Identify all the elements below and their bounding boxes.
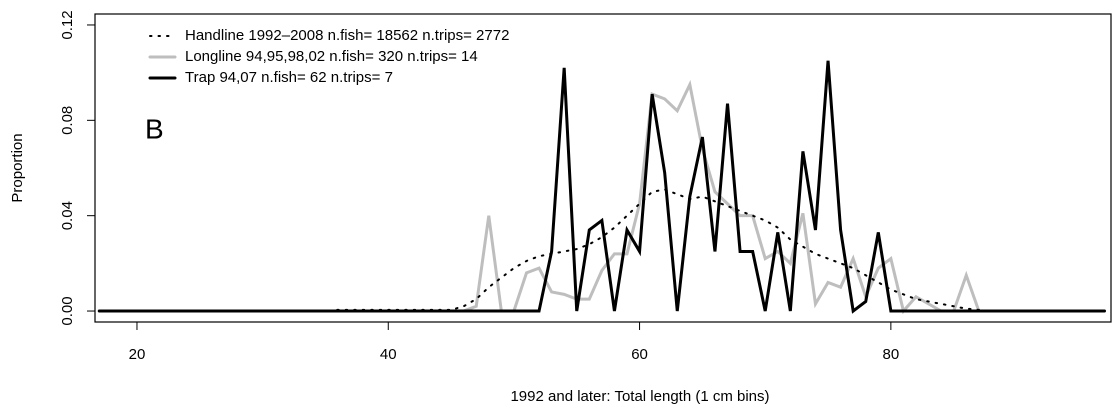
x-tick-label: 20: [129, 346, 146, 363]
series-line: [97, 79, 1106, 315]
legend-label: Longline 94,95,98,02 n.fish= 320 n.trips…: [185, 48, 478, 65]
x-tick-label: 40: [380, 346, 397, 363]
series-line: [98, 188, 1106, 313]
legend-label: Trap 94,07 n.fish= 62 n.trips= 7: [185, 69, 393, 86]
x-axis-label: 1992 and later: Total length (1 cm bins): [510, 388, 769, 405]
x-tick-label: 80: [883, 346, 900, 363]
annotation: B: [145, 113, 164, 144]
series-line: [97, 60, 1106, 314]
legend-label: Handline 1992–2008 n.fish= 18562 n.trips…: [185, 27, 509, 44]
y-axis-label: Proportion: [9, 133, 26, 202]
y-tick-label: 0.04: [59, 201, 76, 230]
y-tick-label: 0.00: [59, 296, 76, 325]
y-tick-label: 0.12: [59, 10, 76, 39]
y-tick-label: 0.08: [59, 106, 76, 135]
x-tick-label: 60: [631, 346, 648, 363]
